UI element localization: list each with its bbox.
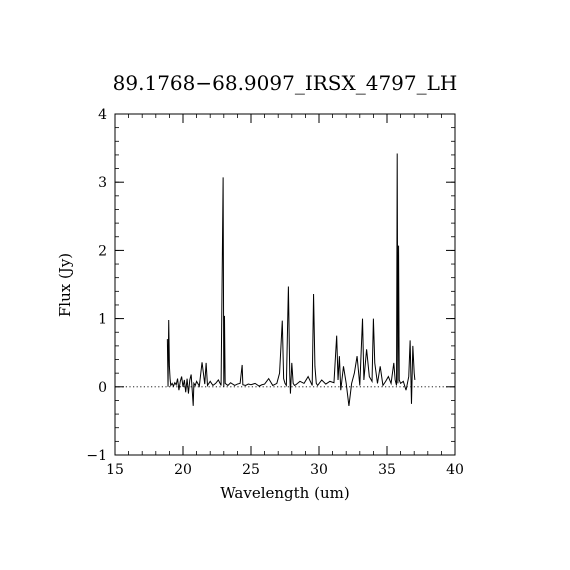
y-tick-label: 1 [98,312,107,328]
x-tick-label: 25 [242,462,260,478]
x-tick-label: 15 [106,462,124,478]
x-axis-label: Wavelength (um) [220,484,349,502]
x-tick-labels: 15 20 25 30 35 40 [106,462,464,478]
y-tick-label: 3 [98,175,107,191]
y-tick-label: 4 [98,107,107,123]
plot-frame [114,113,456,456]
chart-title: 89.1768−68.9097_IRSX_4797_LH [113,71,458,95]
minor-ticks [114,113,456,456]
major-ticks [114,113,456,456]
plot-frame-group [114,113,456,456]
y-axis-label: Flux (Jy) [56,253,74,317]
x-tick-label: 30 [310,462,328,478]
y-tick-label: −1 [86,448,107,464]
spectrum-line [166,153,416,406]
x-tick-label: 40 [446,462,464,478]
x-tick-label: 20 [174,462,192,478]
x-tick-label: 35 [378,462,396,478]
y-tick-label: 0 [98,380,107,396]
y-tick-labels: −1 0 1 2 3 4 [86,107,107,464]
y-tick-label: 2 [98,243,107,259]
